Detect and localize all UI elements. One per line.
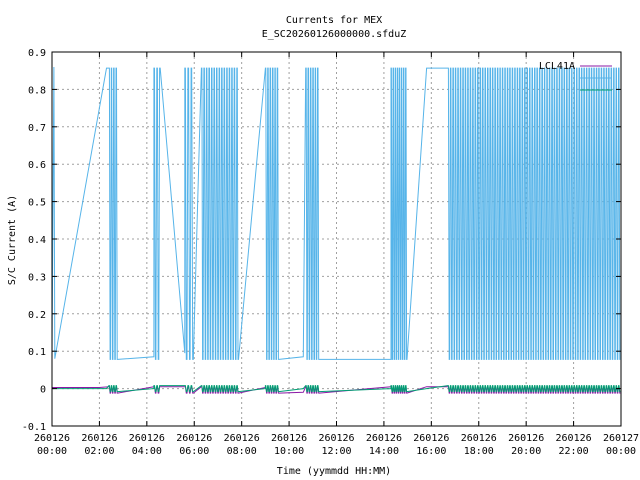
x-tick-date: 260126 — [271, 433, 307, 444]
chart-title: Currents for MEX — [286, 15, 382, 26]
legend-label: LCL41A — [539, 61, 575, 72]
x-tick-date: 260126 — [556, 433, 592, 444]
y-tick-label: 0.9 — [28, 48, 46, 59]
x-tick-date: 260126 — [366, 433, 402, 444]
x-tick-date: 260126 — [224, 433, 260, 444]
series-line-unnamed-2 — [52, 385, 621, 393]
x-tick-time: 16:00 — [416, 446, 446, 457]
x-tick-time: 06:00 — [179, 446, 209, 457]
series-line-unnamed-1 — [51, 66, 621, 360]
x-tick-date: 260126 — [508, 433, 544, 444]
x-tick-time: 18:00 — [464, 446, 494, 457]
x-tick-time: 22:00 — [559, 446, 589, 457]
y-tick-label: -0.1 — [22, 422, 46, 433]
x-tick-time: 02:00 — [84, 446, 114, 457]
legend: LCL41A — [539, 61, 612, 91]
x-axis-label: Time (yymmdd HH:MM) — [277, 466, 391, 477]
x-tick-time: 04:00 — [132, 446, 162, 457]
x-tick-date: 260127 — [603, 433, 639, 444]
y-tick-label: 0.7 — [28, 123, 46, 134]
y-axis-label: S/C Current (A) — [7, 195, 18, 285]
x-tick-time: 00:00 — [606, 446, 636, 457]
x-tick-date: 260126 — [34, 433, 70, 444]
x-tick-time: 20:00 — [511, 446, 541, 457]
y-tick-label: 0.2 — [28, 310, 46, 321]
x-tick-time: 12:00 — [321, 446, 351, 457]
x-tick-time: 00:00 — [37, 446, 67, 457]
x-tick-date: 260126 — [461, 433, 497, 444]
x-tick-time: 14:00 — [369, 446, 399, 457]
y-tick-label: 0 — [40, 385, 46, 396]
x-tick-time: 10:00 — [274, 446, 304, 457]
y-tick-label: 0.5 — [28, 198, 46, 209]
x-tick-date: 260126 — [129, 433, 165, 444]
x-tick-date: 260126 — [318, 433, 354, 444]
y-tick-label: 0.4 — [28, 235, 46, 246]
y-tick-label: 0.1 — [28, 347, 46, 358]
x-tick-date: 260126 — [413, 433, 449, 444]
series-layer — [51, 66, 621, 394]
y-tick-label: 0.3 — [28, 272, 46, 283]
y-tick-label: 0.6 — [28, 160, 46, 171]
axis-ticks: -0.1 0 0.1 0.2 0.3 0.4 0.5 0.6 0.7 0.8 0.9 260126 00… — [22, 48, 639, 457]
chart-subtitle: E_SC20260126000000.sfduZ — [262, 29, 407, 40]
x-tick-date: 260126 — [81, 433, 117, 444]
x-tick-time: 08:00 — [227, 446, 257, 457]
y-tick-label: 0.8 — [28, 85, 46, 96]
x-tick-date: 260126 — [176, 433, 212, 444]
